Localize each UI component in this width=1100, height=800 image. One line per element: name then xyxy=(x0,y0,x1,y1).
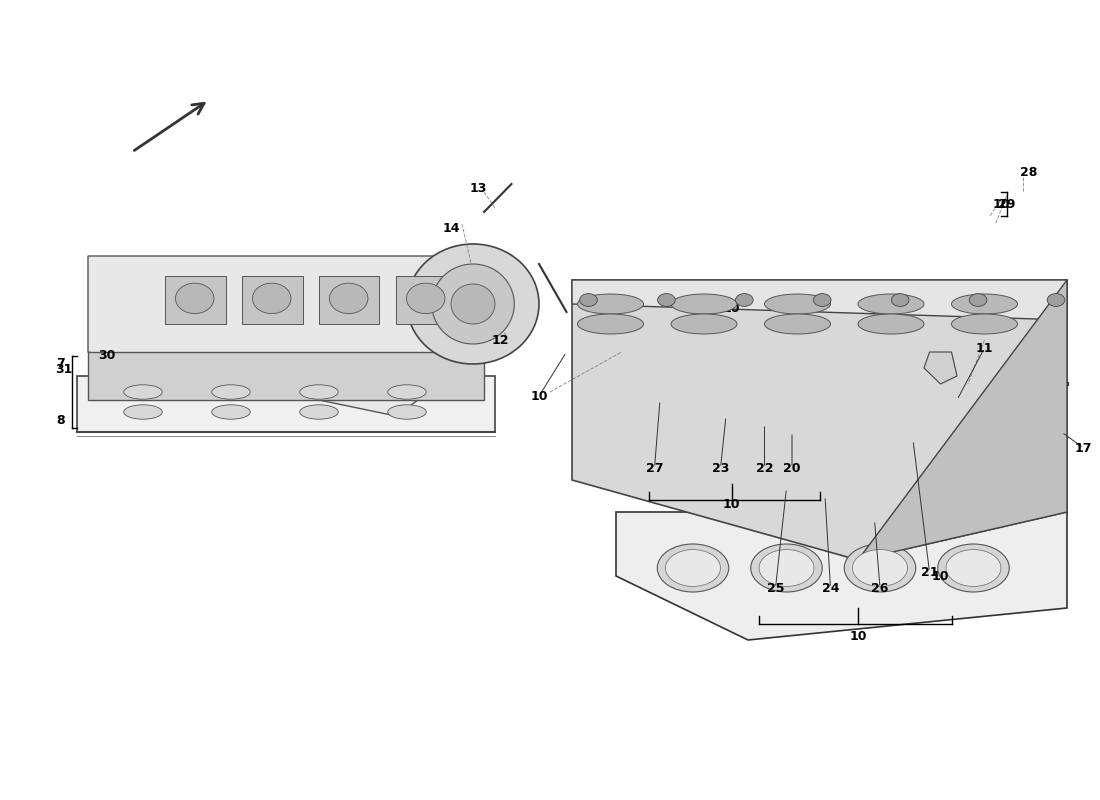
Ellipse shape xyxy=(750,544,823,592)
Text: 10: 10 xyxy=(723,498,740,510)
Text: 27: 27 xyxy=(646,462,663,474)
Polygon shape xyxy=(572,280,1067,320)
Text: 29: 29 xyxy=(998,198,1015,210)
Ellipse shape xyxy=(451,284,495,324)
Ellipse shape xyxy=(671,294,737,314)
Polygon shape xyxy=(88,256,484,416)
Ellipse shape xyxy=(176,283,213,314)
Polygon shape xyxy=(924,352,957,384)
Text: 24: 24 xyxy=(822,582,839,594)
Text: 25: 25 xyxy=(767,582,784,594)
Ellipse shape xyxy=(937,544,1010,592)
Text: 12: 12 xyxy=(492,334,509,346)
Ellipse shape xyxy=(852,550,907,586)
Ellipse shape xyxy=(578,314,644,334)
Circle shape xyxy=(891,294,909,306)
Circle shape xyxy=(580,294,597,306)
Ellipse shape xyxy=(211,405,251,419)
Ellipse shape xyxy=(858,294,924,314)
Polygon shape xyxy=(616,512,1067,640)
Text: 11: 11 xyxy=(976,342,993,354)
Ellipse shape xyxy=(952,294,1018,314)
Text: 14: 14 xyxy=(442,222,460,234)
Polygon shape xyxy=(77,376,495,432)
Text: 10: 10 xyxy=(992,198,1010,210)
Ellipse shape xyxy=(858,314,924,334)
Polygon shape xyxy=(396,276,456,324)
Circle shape xyxy=(1047,294,1065,306)
Ellipse shape xyxy=(578,294,644,314)
Ellipse shape xyxy=(387,405,427,419)
Text: 17: 17 xyxy=(1075,442,1092,454)
Ellipse shape xyxy=(671,314,737,334)
Text: 28: 28 xyxy=(1020,166,1037,178)
Ellipse shape xyxy=(299,405,339,419)
Ellipse shape xyxy=(946,550,1001,586)
Polygon shape xyxy=(165,276,226,324)
Polygon shape xyxy=(88,352,484,400)
Ellipse shape xyxy=(764,294,830,314)
Text: 8: 8 xyxy=(56,414,65,426)
Text: 30: 30 xyxy=(98,350,116,362)
Ellipse shape xyxy=(764,314,830,334)
Ellipse shape xyxy=(759,550,814,586)
Ellipse shape xyxy=(299,385,339,399)
Circle shape xyxy=(736,294,754,306)
Circle shape xyxy=(969,294,987,306)
Polygon shape xyxy=(858,280,1067,560)
Text: 13: 13 xyxy=(470,182,487,194)
Polygon shape xyxy=(319,276,380,324)
Text: 22: 22 xyxy=(756,462,773,474)
Text: 10: 10 xyxy=(723,302,740,314)
Text: 26: 26 xyxy=(871,582,889,594)
Ellipse shape xyxy=(211,385,251,399)
Text: 20: 20 xyxy=(783,462,801,474)
Ellipse shape xyxy=(658,544,728,592)
Text: 23: 23 xyxy=(712,462,729,474)
Text: 10: 10 xyxy=(849,630,867,642)
Text: 7: 7 xyxy=(56,358,65,370)
Ellipse shape xyxy=(252,283,290,314)
Ellipse shape xyxy=(407,244,539,364)
Ellipse shape xyxy=(845,544,915,592)
Ellipse shape xyxy=(123,405,163,419)
Circle shape xyxy=(814,294,832,306)
Polygon shape xyxy=(572,280,1067,560)
Circle shape xyxy=(658,294,675,306)
Text: 21: 21 xyxy=(921,566,938,578)
Text: 10: 10 xyxy=(932,570,949,582)
Ellipse shape xyxy=(407,283,444,314)
Ellipse shape xyxy=(387,385,427,399)
Text: 10: 10 xyxy=(530,390,548,402)
Ellipse shape xyxy=(431,264,515,344)
Text: 31: 31 xyxy=(55,363,73,376)
Ellipse shape xyxy=(330,283,367,314)
Ellipse shape xyxy=(123,385,163,399)
Ellipse shape xyxy=(952,314,1018,334)
Polygon shape xyxy=(242,276,302,324)
Ellipse shape xyxy=(666,550,720,586)
